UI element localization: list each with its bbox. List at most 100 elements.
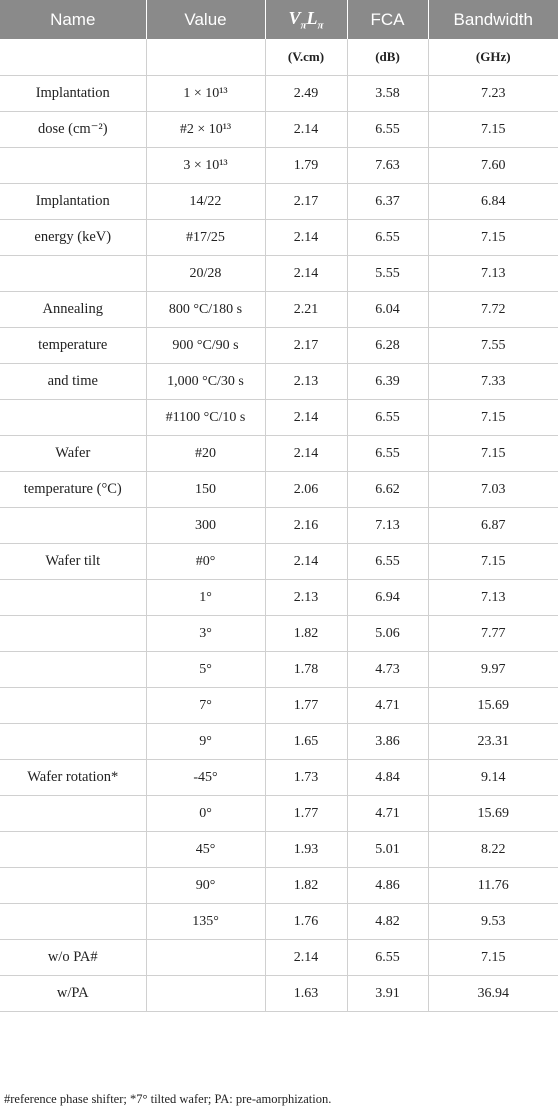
table-row: w/o PA# 2.14 6.55 7.15 <box>0 939 558 976</box>
cell-bandwidth: 15.69 <box>427 687 558 724</box>
units-bandwidth: (GHz) <box>427 39 558 76</box>
cell-name: w/PA <box>0 975 147 1012</box>
cell-value: #20 <box>145 435 266 472</box>
cell-name: w/o PA# <box>0 939 147 976</box>
table-row: 5° 1.78 4.73 9.97 <box>0 651 558 688</box>
cell-bandwidth: 7.77 <box>427 615 558 652</box>
cell-value: #1100 °C/10 s <box>145 399 266 436</box>
cell-value: 0° <box>145 795 266 832</box>
cell-bandwidth: 7.55 <box>427 327 558 364</box>
cell-name: Implantation <box>0 75 147 112</box>
cell-name: temperature <box>0 327 147 364</box>
cell-bandwidth: 7.15 <box>427 939 558 976</box>
cell-bandwidth: 7.72 <box>427 291 558 328</box>
cell-vpi-lpi: 1.77 <box>264 687 348 724</box>
cell-name: dose (cm⁻²) <box>0 111 147 148</box>
cell-bandwidth: 7.13 <box>427 579 558 616</box>
header-row: Name Value VπLπ FCA Bandwidth <box>0 0 558 39</box>
cell-value: 800 °C/180 s <box>145 291 266 328</box>
cell-fca: 4.82 <box>346 903 429 940</box>
cell-name <box>0 687 147 724</box>
cell-name: temperature (°C) <box>0 471 147 508</box>
cell-bandwidth: 7.15 <box>427 435 558 472</box>
table-header: Name Value VπLπ FCA Bandwidth <box>0 0 558 39</box>
cell-value: #2 × 10¹³ <box>145 111 266 148</box>
cell-fca: 7.63 <box>346 147 429 184</box>
cell-vpi-lpi: 1.77 <box>264 795 348 832</box>
table-row: energy (keV) #17/25 2.14 6.55 7.15 <box>0 219 558 256</box>
header-vl-l: L <box>306 7 318 28</box>
cell-bandwidth: 9.53 <box>427 903 558 940</box>
cell-fca: 4.86 <box>346 867 429 904</box>
table-row: temperature 900 °C/90 s 2.17 6.28 7.55 <box>0 327 558 364</box>
cell-value: 14/22 <box>145 183 266 220</box>
cell-bandwidth: 7.15 <box>427 543 558 580</box>
cell-vpi-lpi: 2.17 <box>264 327 348 364</box>
cell-vpi-lpi: 1.82 <box>264 615 348 652</box>
table-row: 135° 1.76 4.82 9.53 <box>0 903 558 940</box>
cell-vpi-lpi: 2.17 <box>264 183 348 220</box>
table-row: 3° 1.82 5.06 7.77 <box>0 615 558 652</box>
cell-bandwidth: 7.23 <box>427 75 558 112</box>
table-row: w/PA 1.63 3.91 36.94 <box>0 975 558 1012</box>
cell-name: Annealing <box>0 291 147 328</box>
units-vl: (V.cm) <box>264 39 348 76</box>
cell-name <box>0 579 147 616</box>
cell-value: -45° <box>145 759 266 796</box>
cell-vpi-lpi: 1.79 <box>264 147 348 184</box>
cell-fca: 4.71 <box>346 795 429 832</box>
cell-name <box>0 903 147 940</box>
cell-bandwidth: 9.97 <box>427 651 558 688</box>
cell-name <box>0 651 147 688</box>
cell-value: 7° <box>145 687 266 724</box>
cell-name <box>0 795 147 832</box>
cell-value: 1,000 °C/30 s <box>145 363 266 400</box>
cell-fca: 6.55 <box>346 435 429 472</box>
cell-name <box>0 831 147 868</box>
cell-name: Wafer tilt <box>0 543 147 580</box>
cell-bandwidth: 11.76 <box>427 867 558 904</box>
cell-value: 1° <box>145 579 266 616</box>
cell-value: 1 × 10¹³ <box>145 75 266 112</box>
cell-fca: 6.39 <box>346 363 429 400</box>
cell-vpi-lpi: 2.14 <box>264 543 348 580</box>
table-row: 9° 1.65 3.86 23.31 <box>0 723 558 760</box>
cell-vpi-lpi: 2.14 <box>264 255 348 292</box>
cell-bandwidth: 23.31 <box>427 723 558 760</box>
header-value: Value <box>146 0 266 39</box>
cell-bandwidth: 6.87 <box>427 507 558 544</box>
cell-bandwidth: 6.84 <box>427 183 558 220</box>
cell-fca: 4.73 <box>346 651 429 688</box>
cell-value: 45° <box>145 831 266 868</box>
cell-fca: 6.62 <box>346 471 429 508</box>
table-row: Annealing 800 °C/180 s 2.21 6.04 7.72 <box>0 291 558 328</box>
table-row: Implantation 1 × 10¹³ 2.49 3.58 7.23 <box>0 75 558 112</box>
cell-vpi-lpi: 1.78 <box>264 651 348 688</box>
cell-fca: 6.55 <box>346 939 429 976</box>
header-vl-sub2: π <box>317 19 324 32</box>
cell-fca: 6.04 <box>346 291 429 328</box>
cell-name: Wafer <box>0 435 147 472</box>
cell-bandwidth: 7.33 <box>427 363 558 400</box>
cell-value: 5° <box>145 651 266 688</box>
cell-vpi-lpi: 2.49 <box>264 75 348 112</box>
cell-value <box>145 975 266 1012</box>
cell-vpi-lpi: 1.65 <box>264 723 348 760</box>
header-bandwidth: Bandwidth <box>428 0 558 39</box>
cell-fca: 3.86 <box>346 723 429 760</box>
table-row: 300 2.16 7.13 6.87 <box>0 507 558 544</box>
cell-name <box>0 147 147 184</box>
cell-name <box>0 723 147 760</box>
cell-bandwidth: 9.14 <box>427 759 558 796</box>
cell-value <box>145 939 266 976</box>
cell-fca: 3.91 <box>346 975 429 1012</box>
cell-name <box>0 255 147 292</box>
cell-name <box>0 399 147 436</box>
cell-vpi-lpi: 2.14 <box>264 435 348 472</box>
cell-value: 150 <box>145 471 266 508</box>
cell-vpi-lpi: 1.73 <box>264 759 348 796</box>
cell-fca: 5.01 <box>346 831 429 868</box>
cell-fca: 4.71 <box>346 687 429 724</box>
table-row: 20/28 2.14 5.55 7.13 <box>0 255 558 292</box>
cell-name: and time <box>0 363 147 400</box>
